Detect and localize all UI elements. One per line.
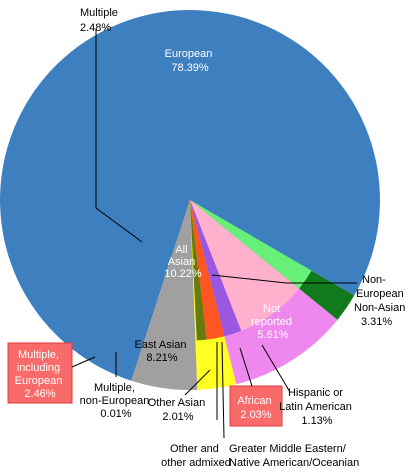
label-east-asian: East Asian 8.21% [134,339,189,364]
label-nena-line2: European [356,288,404,300]
ring-slice-hispanic [190,200,207,341]
label-other-asian: Other Asian 2.01% [148,397,209,423]
label-african-value: 2.03% [240,409,271,421]
pie-slice-european [0,10,381,381]
label-other-asian-name: Other Asian [148,397,205,409]
label-nena-line1: Non- [362,274,386,286]
label-not-reported-line1: Not [263,303,280,315]
label-hispanic-value: 1.13% [301,415,332,427]
label-african-name: African [237,395,271,407]
label-other-admixed-line1: Other and [170,443,219,455]
ring-slice-other-asian [190,200,242,337]
label-mie-value: 2.46% [24,388,55,400]
label-hispanic-line2: Latin American [279,401,352,413]
label-european-value: 78.39% [171,62,209,74]
label-mie-line3: European [15,375,63,387]
pie-slice-not-reported [131,200,198,390]
label-hispanic-line1: Hispanic or [288,387,343,399]
label-gme-line2: Native American/Oceanian [229,457,359,469]
ring-slice-east-asian [190,200,300,331]
label-nena-line3: Non-Asian [354,302,405,314]
leader-line-hispanic [261,344,291,393]
label-african: African 2.03% [237,395,274,421]
label-european-name: European [165,48,213,60]
label-multiple-name: Multiple [80,7,118,19]
ring-slice-african [190,200,225,340]
highlight-box-multiple-including-european [7,342,73,404]
label-mie-line1: Multiple, [18,349,59,361]
label-all-asian-value: 10.22% [164,268,202,280]
label-east-asian-name: East Asian [134,339,186,351]
leader-line-multiple [95,29,143,243]
label-gme-line1: Greater Middle Eastern/ [229,443,347,455]
label-mne-value: 0.01% [100,408,131,420]
label-mne-line2: non-European [80,395,150,407]
leader-line-greater-middle-eastern [221,341,225,439]
label-not-reported-value: 5.61% [257,329,288,341]
label-multiple-non-european: Multiple, non-European 0.01% [80,382,153,420]
label-multiple: Multiple 2.48% [80,7,121,34]
label-greater-middle-eastern: Greater Middle Eastern/ Native American/… [229,443,359,469]
label-other-admixed: Other and other admixed [161,443,231,469]
label-hispanic: Hispanic or Latin American 1.13% [279,387,355,427]
leader-line-other-asian [184,369,211,396]
label-non-european-non-asian: Non- European Non-Asian 3.31% [354,274,408,328]
leader-line-non-european-non-asian [211,274,357,284]
label-all-asian-line2: Asian [168,256,196,268]
label-all-asian: All Asian 10.22% [164,244,202,280]
label-east-asian-value: 8.21% [146,352,177,364]
label-other-admixed-line2: other admixed [161,457,231,469]
label-other-asian-value: 2.01% [162,411,193,423]
highlight-box-african [229,385,283,427]
label-european: European 78.39% [165,48,216,74]
label-multiple-value: 2.48% [80,22,111,34]
label-mie-line2: including [17,362,60,374]
label-not-reported-line2: reported [251,316,292,328]
label-all-asian-line1: All [175,244,187,256]
label-multiple-including-european: Multiple, including European 2.46% [15,349,66,400]
label-nena-value: 3.31% [361,316,392,328]
label-mne-line1: Multiple, [94,382,135,394]
ring-slice-multiple-non-european [190,200,300,289]
leader-line-african [239,347,253,387]
ring-slice-multiple-including-european [190,200,312,289]
label-not-reported: Not reported 5.61% [251,303,295,341]
leader-line-multiple-including-european [71,356,96,368]
